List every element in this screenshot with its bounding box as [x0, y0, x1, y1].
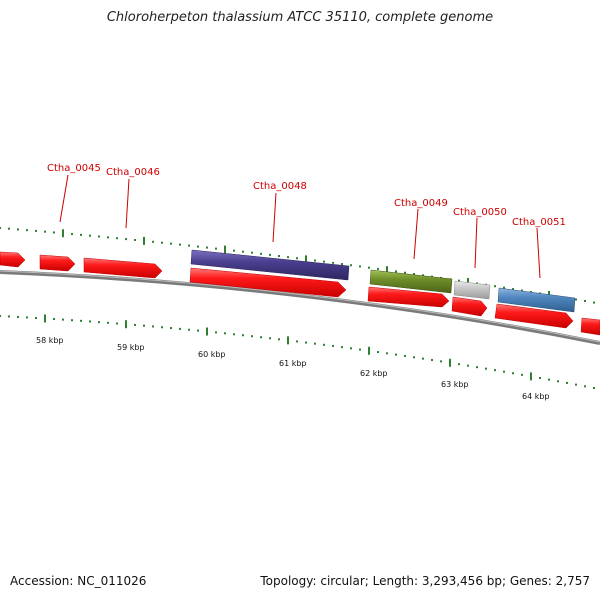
gene-label[interactable]: Ctha_0045	[47, 163, 101, 174]
scale-label: 61 kbp	[279, 359, 307, 368]
cds-track	[0, 251, 600, 336]
cds-arrow[interactable]	[189, 267, 347, 298]
gene-label[interactable]: Ctha_0046	[106, 167, 160, 178]
map-title: Chloroherpeton thalassium ATCC 35110, co…	[106, 10, 494, 25]
scale-label: 60 kbp	[198, 350, 226, 359]
upper-tick-track	[0, 227, 595, 304]
gene-label[interactable]: Ctha_0048	[253, 181, 307, 192]
scale-label: 59 kbp	[117, 343, 145, 352]
feature-bar-olive[interactable]	[369, 269, 453, 294]
accession-text: Accession: NC_011026	[10, 574, 147, 588]
scale-label: 58 kbp	[36, 336, 64, 345]
scale-label: 64 kbp	[522, 392, 550, 401]
gene-label[interactable]: Ctha_0051	[512, 217, 566, 228]
cds-arrow[interactable]	[0, 251, 26, 268]
feature-bar-blue[interactable]	[497, 287, 576, 313]
gene-label-leaders	[59, 174, 541, 279]
lower-tick-track	[0, 314, 595, 390]
gene-labels: Ctha_0045 Ctha_0046 Ctha_0048 Ctha_0049 …	[47, 163, 566, 228]
scale-label: 62 kbp	[360, 369, 388, 378]
genome-backbone-highlight	[0, 270, 600, 343]
cds-arrow[interactable]	[367, 286, 450, 308]
cds-arrow[interactable]	[494, 303, 574, 329]
cds-arrow[interactable]	[83, 257, 163, 279]
genome-summary-text: Topology: circular; Length: 3,293,456 bp…	[260, 574, 590, 588]
feature-bar-purple[interactable]	[190, 249, 350, 281]
gene-label[interactable]: Ctha_0050	[453, 207, 507, 218]
feature-bar-grey[interactable]	[453, 280, 491, 300]
gene-label[interactable]: Ctha_0049	[394, 198, 448, 209]
scale-labels: 58 kbp 59 kbp 60 kbp 61 kbp 62 kbp 63 kb…	[36, 336, 550, 401]
genome-backbone	[0, 270, 600, 345]
feature-track	[190, 249, 576, 313]
scale-label: 63 kbp	[441, 380, 469, 389]
cds-arrow[interactable]	[451, 296, 488, 317]
cds-arrow[interactable]	[580, 317, 600, 336]
cds-arrow[interactable]	[39, 254, 76, 272]
